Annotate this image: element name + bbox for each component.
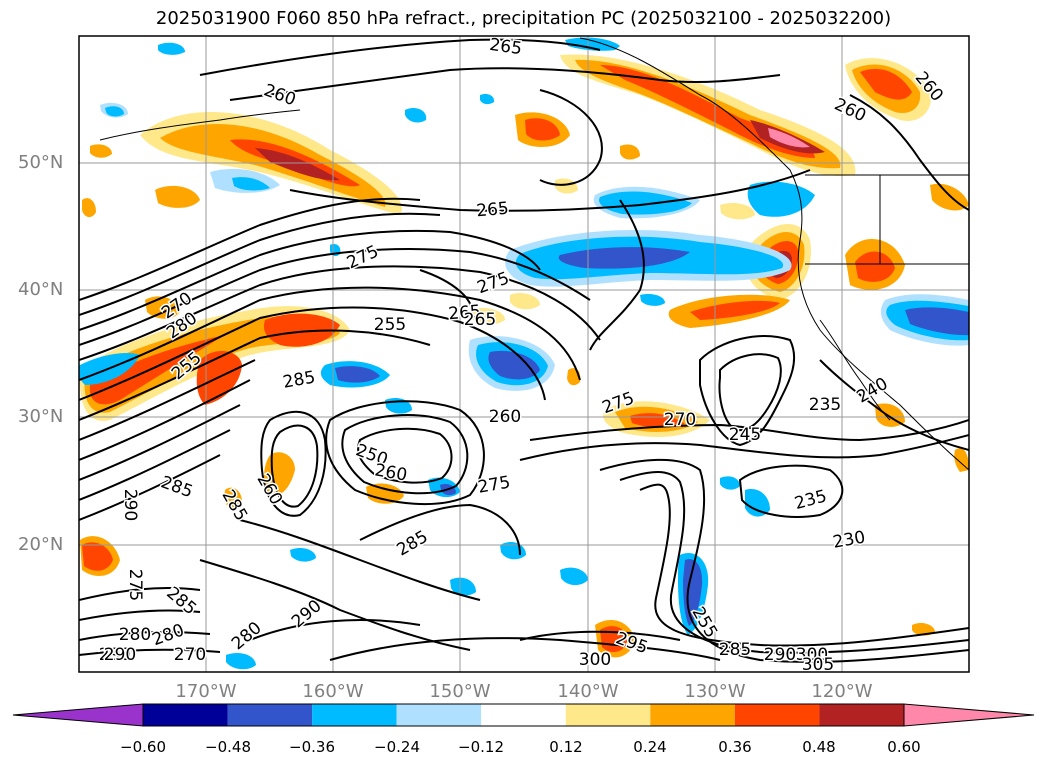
- colorbar-tick-label: 0.12: [549, 738, 583, 756]
- contour-label: 265: [476, 199, 510, 222]
- lon-label-130w: 130°W: [684, 681, 746, 702]
- colorbar-tick-label: 0.36: [718, 738, 752, 756]
- contour-label: 265: [488, 35, 523, 59]
- contour-label: 260: [261, 80, 298, 110]
- contour-label: 290: [104, 645, 136, 665]
- contour-label: 305: [802, 655, 834, 675]
- contour-label: 235: [809, 395, 841, 415]
- contour-label: 285: [281, 367, 316, 392]
- colorbar-tick-label: −0.36: [289, 738, 335, 756]
- map-plot-area: 265 260 260 260 265 275 265 275 270 280 255 265 285 2…: [79, 35, 969, 675]
- contour-label: 285: [218, 486, 252, 524]
- lat-label-30n: 30°N: [18, 406, 64, 427]
- contour-label: 265: [464, 310, 496, 330]
- contour-label: 260: [489, 407, 521, 427]
- map-grid: [79, 36, 969, 672]
- contour-label: 270: [664, 410, 696, 430]
- colorbar-segment: [819, 704, 904, 726]
- contour-label: 275: [125, 569, 145, 601]
- colorbar-tick-label: 0.24: [633, 738, 667, 756]
- contour-label: 270: [174, 645, 206, 665]
- contour-label: 285: [158, 472, 195, 502]
- lon-label-140w: 140°W: [557, 681, 619, 702]
- contour-label: 290: [99, 645, 131, 665]
- lat-label-20n: 20°N: [18, 534, 64, 555]
- contour-label: 290: [120, 489, 140, 521]
- lon-label-120w: 120°W: [811, 681, 873, 702]
- colorbar-tick-label: 0.48: [802, 738, 836, 756]
- contour-label: 235: [792, 486, 829, 514]
- lat-label-40n: 40°N: [18, 279, 64, 300]
- contour-label: 275: [476, 472, 511, 497]
- colorbar-tick-label: −0.24: [374, 738, 420, 756]
- contour-label: 260: [831, 95, 869, 127]
- refractivity-contours: [79, 38, 969, 663]
- colorbar-tick-label: −0.60: [120, 738, 166, 756]
- contour-label: 300: [579, 650, 611, 670]
- colorbar-tick-label: 0.60: [887, 738, 921, 756]
- colorbar-segment: [565, 704, 651, 726]
- colorbar-min-arrow: [12, 703, 144, 727]
- colorbar-segment: [481, 704, 566, 726]
- colorbar-tick-label: −0.48: [205, 738, 251, 756]
- precip-positive-areas: [79, 54, 969, 658]
- contour-label: 245: [729, 425, 761, 445]
- contour-label: 290: [764, 645, 796, 665]
- colorbar-segment: [396, 704, 482, 726]
- colorbar-segment: [312, 704, 397, 726]
- map-title: 2025031900 F060 850 hPa refract., precip…: [155, 8, 892, 29]
- colorbar-segment: [650, 704, 735, 726]
- contour-label: 280: [119, 625, 151, 645]
- colorbar: [12, 703, 1035, 727]
- contour-label: 265: [448, 302, 482, 325]
- contour-label: 280: [228, 618, 266, 654]
- lon-label-170w: 170°W: [175, 681, 237, 702]
- lon-label-150w: 150°W: [429, 681, 491, 702]
- contour-label: 230: [831, 527, 866, 552]
- colorbar-max-arrow: [903, 703, 1035, 727]
- contour-label: 260: [373, 460, 408, 485]
- contour-label: 275: [344, 242, 382, 274]
- lat-label-50n: 50°N: [18, 152, 64, 173]
- lon-label-160w: 160°W: [302, 681, 364, 702]
- coastlines: [99, 37, 969, 471]
- colorbar-segment: [734, 704, 820, 726]
- colorbar-tick-label: −0.12: [458, 738, 504, 756]
- contour-label: 255: [374, 315, 406, 335]
- colorbar-segment: [227, 704, 313, 726]
- contour-label: 285: [719, 640, 751, 660]
- map-frame: [78, 35, 970, 673]
- colorbar-segment: [143, 704, 228, 726]
- colorbar-frame: [142, 703, 905, 727]
- contour-label: 300: [796, 645, 828, 665]
- contour-label: 285: [393, 527, 431, 561]
